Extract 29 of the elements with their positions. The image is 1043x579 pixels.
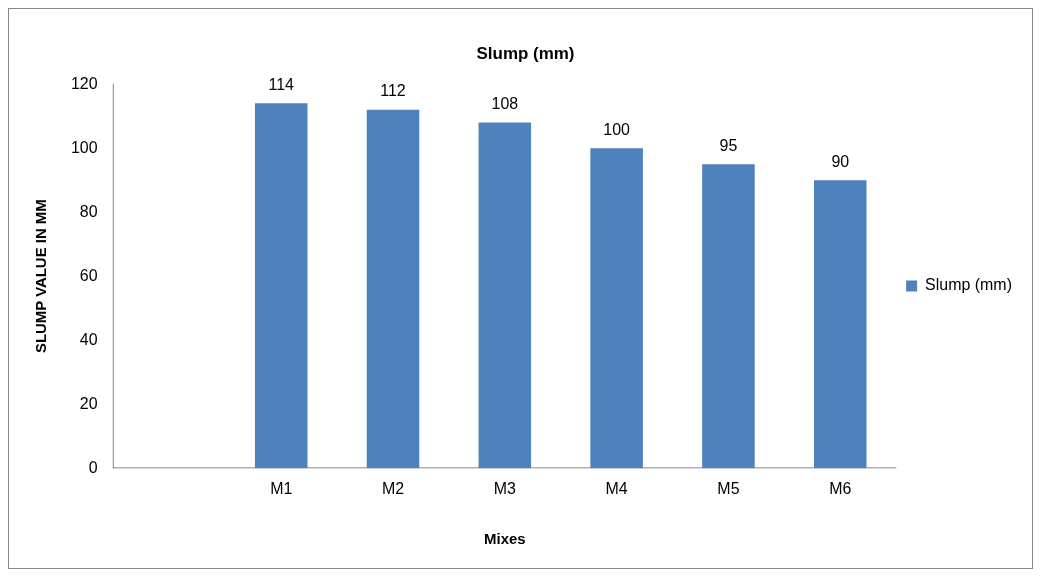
data-label: 90 [831,152,850,170]
x-tick-label: M2 [381,480,405,498]
y-tick-label: 60 [79,266,98,284]
data-label: 95 [719,136,738,154]
y-tick-label: 20 [79,394,98,412]
y-tick-label: 80 [79,202,98,220]
data-label: 114 [268,75,295,93]
bar [702,164,755,469]
data-label: 108 [491,95,519,112]
bar [478,122,532,469]
x-tick-label: M6 [829,480,852,498]
legend-label: Slump (mm) [925,276,1012,294]
y-tick-label: 0 [88,458,98,476]
data-label: 112 [380,82,406,100]
bar [590,148,643,469]
bar [366,109,420,469]
bar [254,103,308,469]
x-tick-label: M4 [605,480,628,498]
y-axis-title: SLUMP VALUE IN MM [32,199,50,353]
bar [813,180,867,469]
data-label: 100 [603,120,631,138]
y-tick-label: 120 [70,74,98,92]
y-tick-label: 40 [79,330,98,348]
chart-title: Slump (mm) [476,43,575,63]
x-tick-label: M3 [493,480,517,498]
x-tick-label: M5 [717,480,740,498]
y-tick-label: 100 [70,138,98,156]
x-tick-label: M1 [270,480,293,498]
x-axis-title: Mixes [484,530,526,548]
